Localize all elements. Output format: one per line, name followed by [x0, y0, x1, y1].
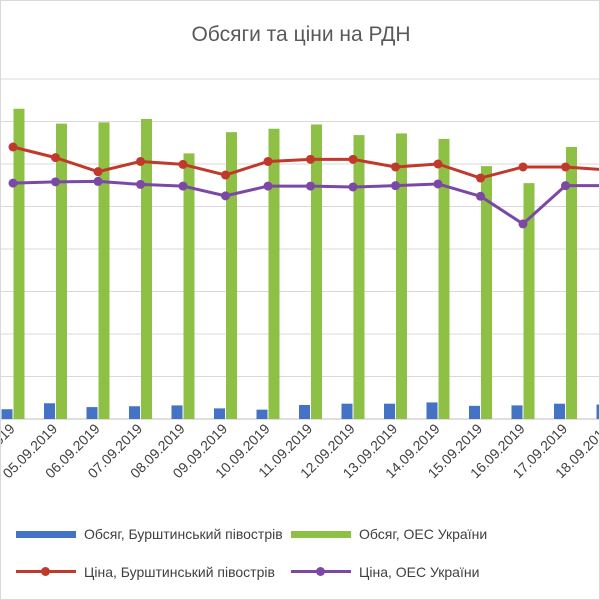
point-price-burshtyn: [561, 162, 570, 172]
bar-volume-burshtyn: [511, 405, 523, 419]
bar-volume-oes: [353, 135, 365, 419]
point-price-oes: [391, 181, 400, 191]
point-price-burshtyn: [306, 154, 315, 164]
bar-volume-burshtyn: [384, 403, 395, 419]
bar-volume-burshtyn: [596, 404, 599, 419]
bar-volume-oes: [13, 108, 25, 419]
bar-volume-oes: [268, 128, 280, 419]
bar-volume-oes: [481, 166, 492, 419]
point-price-oes: [518, 219, 528, 229]
bar-volume-oes: [311, 124, 322, 419]
bar-volume-burshtyn: [554, 403, 565, 419]
point-price-burshtyn: [348, 154, 358, 164]
line-price-oes: [12, 179, 599, 226]
bar-volume-burshtyn: [469, 405, 480, 419]
legend-item-price-burshtyn: Ціна, Бурштинський півострів: [16, 564, 275, 580]
point-price-oes: [433, 179, 443, 189]
point-price-burshtyn: [391, 162, 400, 172]
bar-volume-oes: [56, 123, 67, 419]
bar-volume-oes: [141, 118, 152, 419]
point-price-burshtyn: [518, 162, 528, 172]
point-price-oes: [348, 182, 358, 192]
legend-label-price-burshtyn: Ціна, Бурштинський півострів: [84, 564, 275, 580]
point-price-oes: [221, 191, 230, 201]
legend-swatch-price-burshtyn: [16, 565, 76, 579]
bar-volume-oes: [183, 153, 195, 419]
point-price-oes: [561, 181, 570, 191]
point-price-oes: [178, 181, 188, 191]
legend-label-volume-oes: Обсяг, ОЕС України: [359, 526, 488, 542]
point-price-oes: [306, 181, 315, 191]
bar-volume-oes: [523, 183, 535, 419]
bar-volume-oes: [226, 132, 237, 419]
point-price-burshtyn: [221, 170, 230, 180]
point-price-oes: [476, 191, 485, 201]
line-price-burshtyn: [12, 145, 599, 180]
point-price-oes: [136, 179, 145, 189]
legend-label-price-oes: Ціна, ОЕС України: [359, 564, 480, 580]
bar-volume-burshtyn: [299, 404, 310, 419]
legend-label-volume-burshtyn: Обсяг, Бурштинський півострів: [84, 526, 283, 542]
point-price-burshtyn: [263, 156, 273, 166]
point-price-burshtyn: [51, 153, 60, 163]
legend-item-price-oes: Ціна, ОЕС України: [291, 564, 479, 580]
point-price-burshtyn: [433, 159, 443, 169]
legend-item-volume-burshtyn: Обсяг, Бурштинський півострів: [16, 526, 283, 542]
bar-volume-burshtyn: [341, 403, 353, 419]
point-price-burshtyn: [178, 159, 188, 169]
legend-swatch-volume-oes: [291, 530, 351, 538]
point-price-oes: [8, 178, 18, 188]
legend-swatch-price-oes: [291, 565, 351, 579]
point-price-burshtyn: [8, 142, 18, 152]
legend-swatch-volume-burshtyn: [16, 530, 76, 538]
bar-volume-burshtyn: [214, 408, 225, 419]
bar-volume-burshtyn: [86, 407, 98, 419]
point-price-oes: [263, 181, 273, 191]
bar-volume-burshtyn: [171, 405, 183, 419]
point-price-burshtyn: [136, 156, 145, 166]
chart-title: Обсяги та ціни на РДН: [191, 23, 411, 46]
bar-volume-burshtyn: [129, 406, 140, 419]
point-price-burshtyn: [93, 167, 103, 177]
point-price-oes: [51, 177, 60, 187]
bar-volume-oes: [98, 122, 110, 419]
bar-volume-oes: [566, 147, 577, 419]
legend-item-volume-oes: Обсяг, ОЕС України: [291, 526, 487, 542]
bar-volume-burshtyn: [44, 403, 55, 419]
bar-volume-oes: [396, 133, 407, 419]
point-price-oes: [93, 176, 103, 186]
bar-volume-burshtyn: [1, 409, 13, 419]
bar-volume-burshtyn: [426, 402, 438, 419]
point-price-burshtyn: [476, 173, 485, 183]
bar-volume-burshtyn: [256, 409, 268, 419]
bar-volume-oes: [438, 138, 450, 420]
